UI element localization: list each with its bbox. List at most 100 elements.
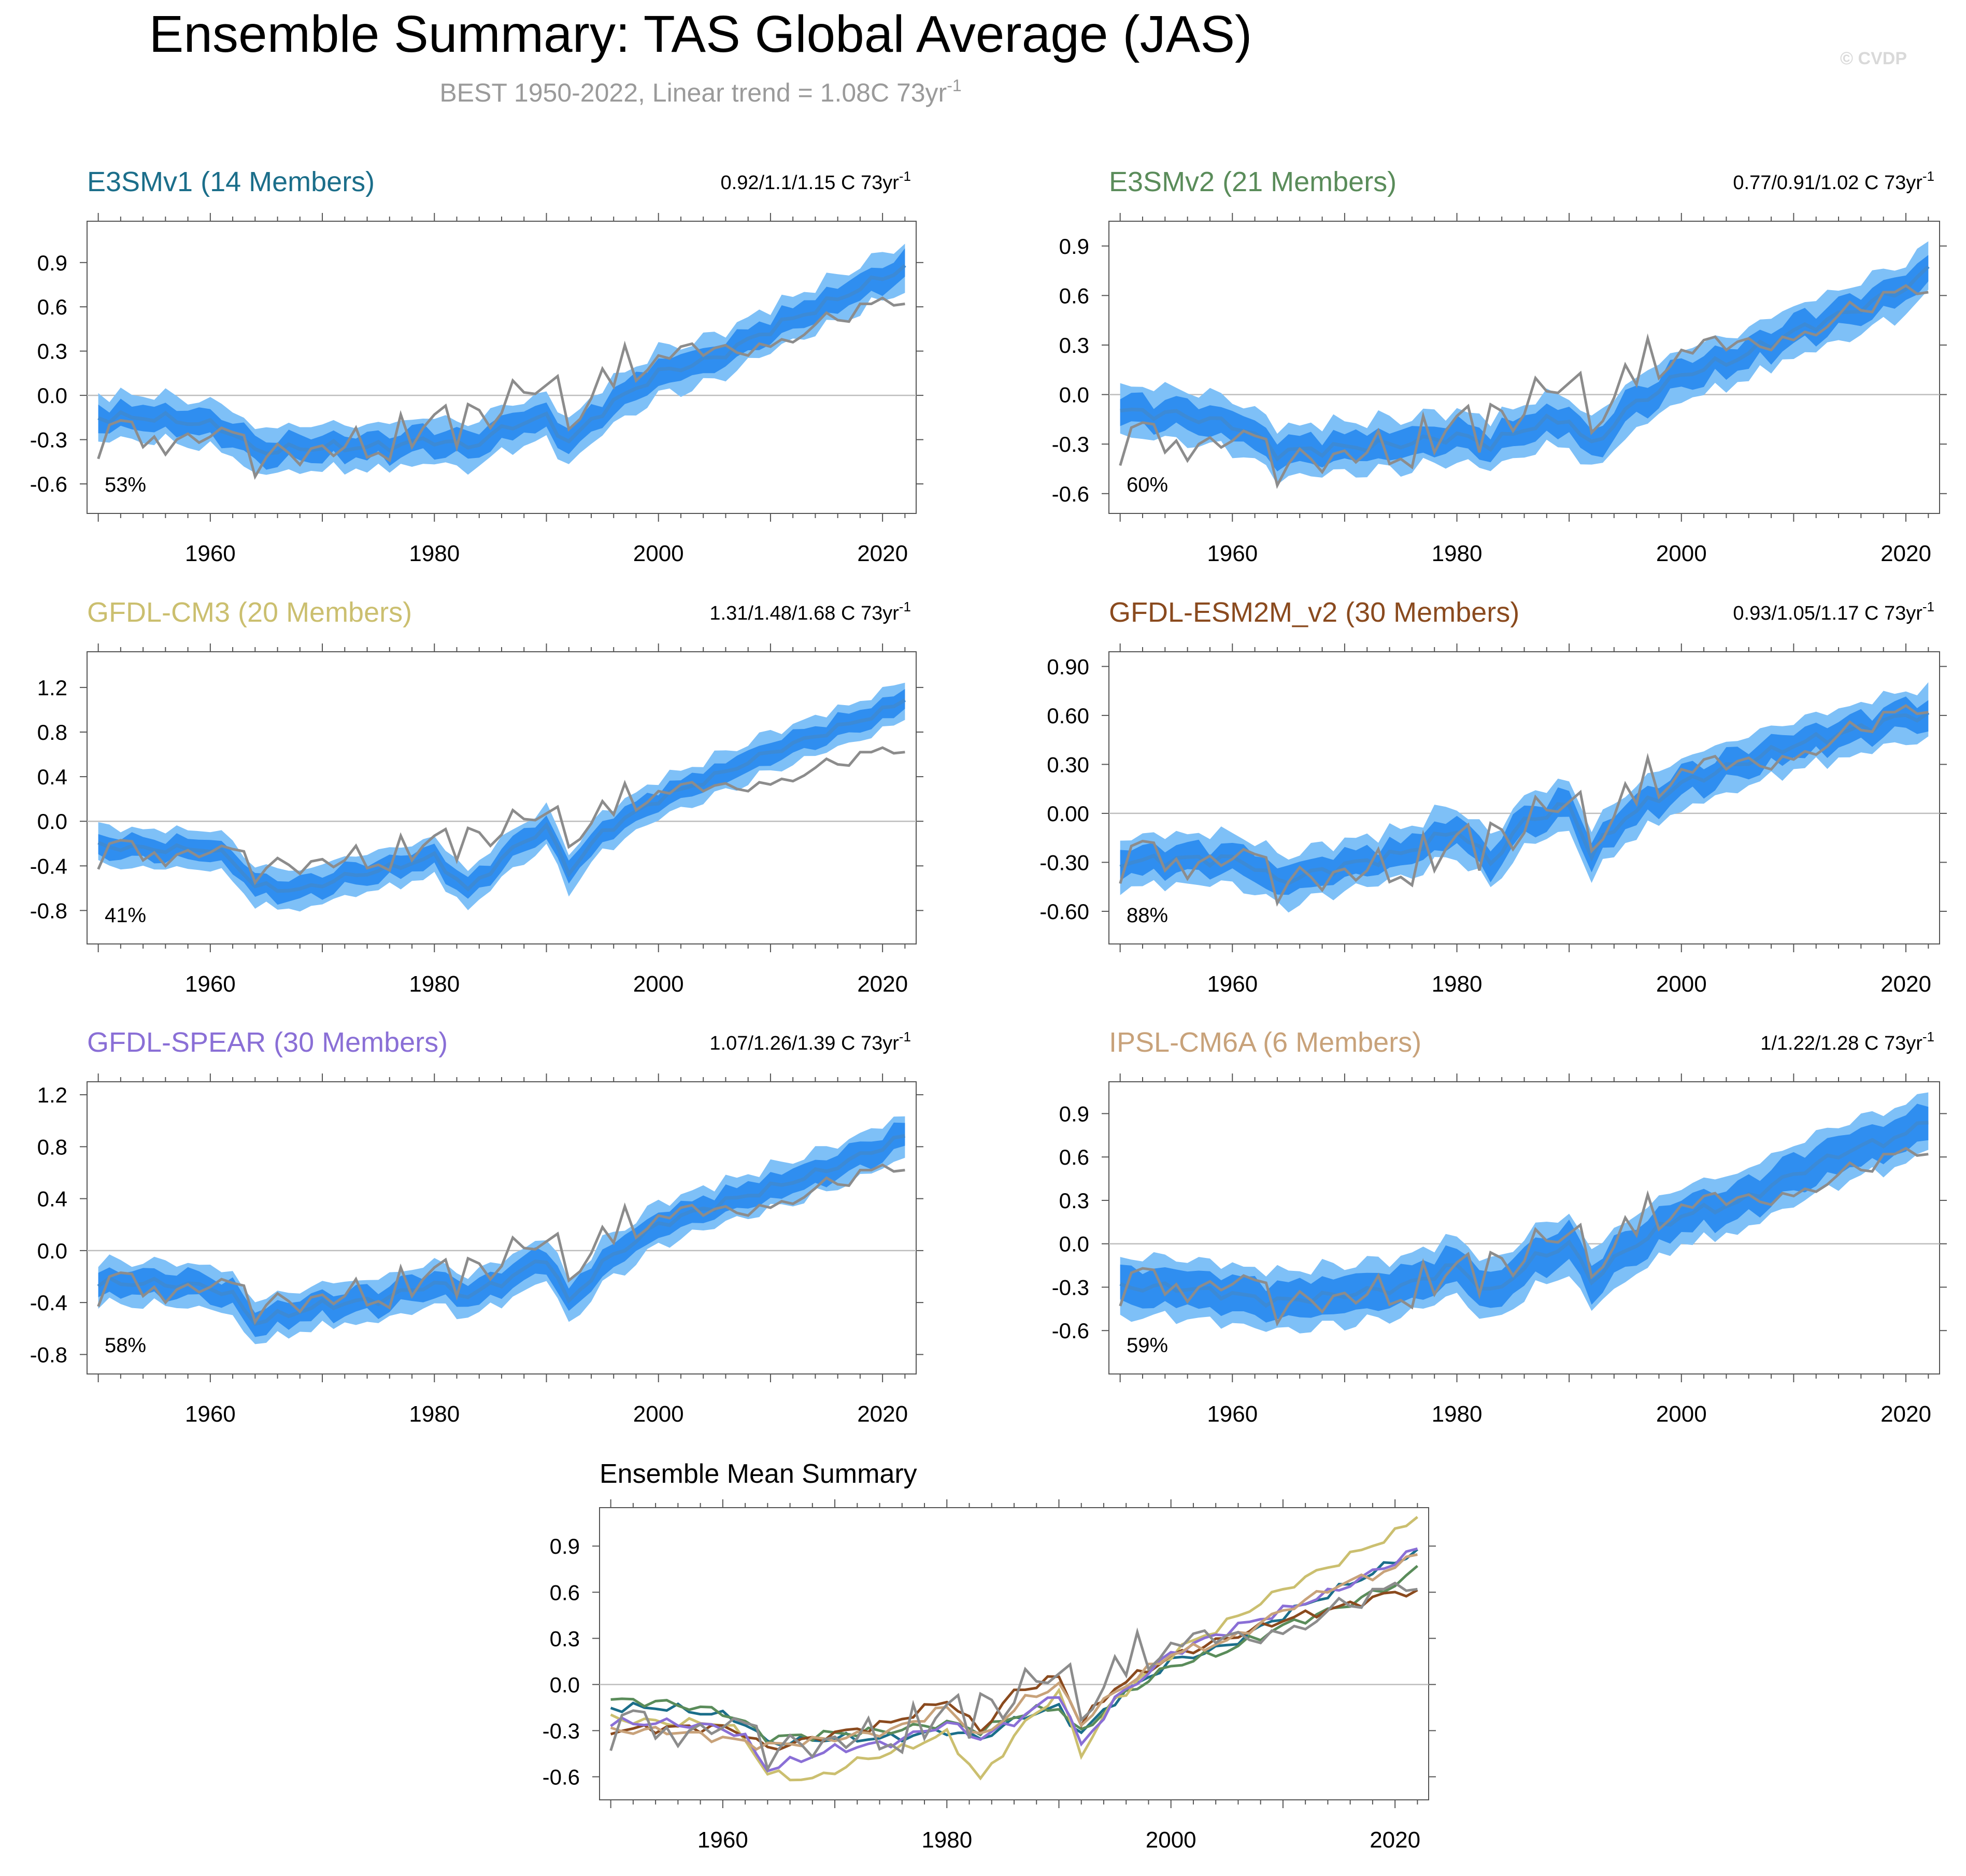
y-tick-label: 0.8	[37, 1135, 67, 1159]
x-tick-label: 1980	[921, 1827, 972, 1853]
x-tick-label: 2020	[857, 971, 908, 997]
spread-band-inner	[98, 1122, 905, 1337]
plot-frame	[87, 651, 917, 944]
x-tick-label: 2000	[1146, 1827, 1196, 1853]
trend-label: 1.07/1.26/1.39 C 73yr-1	[709, 1029, 911, 1054]
panel-title: GFDL-CM3 (20 Members)	[87, 597, 412, 628]
panel-title: GFDL-SPEAR (30 Members)	[87, 1027, 448, 1058]
ensemble-mean-line	[1119, 711, 1930, 885]
y-tick-label: 0.8	[37, 720, 67, 744]
spread-band-outer	[98, 682, 905, 912]
chart-panel-3: GFDL-CM3 (20 Members) 1.31/1.48/1.68 C 73…	[30, 597, 923, 997]
chart-panel-1: E3SMv1 (14 Members) 0.92/1.1/1.15 C 73yr-…	[30, 166, 923, 566]
y-tick-label: 0.0	[37, 383, 67, 408]
ensemble-mean-series-4	[610, 1588, 1418, 1751]
y-tick-label: 0.0	[37, 809, 67, 834]
percent-label: 41%	[105, 904, 146, 927]
panels-group: E3SMv1 (14 Members) 0.92/1.1/1.15 C 73yr-…	[30, 166, 1947, 1853]
y-tick-label: 0.3	[1059, 333, 1089, 357]
percent-label: 60%	[1127, 474, 1168, 496]
trend-label: 1.31/1.48/1.68 C 73yr-1	[709, 599, 911, 624]
x-tick-label: 1980	[409, 971, 460, 997]
x-tick-label: 1980	[409, 1401, 460, 1427]
observations-line	[1119, 704, 1929, 907]
x-tick-label: 2020	[1880, 541, 1931, 566]
y-tick-label: 0.6	[37, 295, 67, 319]
y-tick-label: 0.4	[37, 1187, 67, 1211]
x-tick-label: 2000	[633, 541, 684, 566]
y-tick-label: 0.6	[550, 1580, 580, 1605]
y-tick-label: 0.0	[1059, 383, 1089, 407]
observations-line	[97, 1163, 905, 1325]
x-tick-label: 2000	[1656, 1401, 1707, 1427]
spread-band-outer	[1120, 682, 1929, 913]
trend-label-superscript: -1	[899, 599, 911, 614]
x-tick-label: 1960	[185, 1401, 236, 1427]
y-tick-label: 0.00	[1047, 801, 1089, 826]
y-tick-label: -0.60	[1039, 899, 1089, 924]
spread-band-outer	[1120, 1092, 1929, 1334]
spread-band-inner	[1120, 696, 1929, 895]
percent-label: 58%	[105, 1334, 146, 1357]
subtitle-superscript: -1	[947, 76, 961, 95]
y-tick-label: -0.8	[30, 1342, 67, 1367]
x-tick-label: 1980	[1432, 971, 1483, 997]
x-tick-label: 2020	[1370, 1827, 1420, 1853]
ensemble-mean-series-2	[610, 1565, 1419, 1745]
y-tick-label: 0.6	[1059, 1145, 1089, 1169]
ensemble-mean-line	[97, 698, 906, 893]
x-tick-label: 2000	[633, 971, 684, 997]
x-tick-label: 2020	[1880, 971, 1931, 997]
observations-line	[97, 296, 905, 480]
spread-band-inner	[98, 248, 905, 470]
plot-frame	[1108, 1081, 1940, 1374]
trend-label-superscript: -1	[899, 168, 911, 184]
observations-line	[1119, 1147, 1929, 1327]
ensemble-mean-series-6	[610, 1553, 1418, 1751]
observations-line	[97, 746, 905, 885]
y-tick-label: 0.3	[1059, 1188, 1089, 1213]
y-tick-label: 0.60	[1047, 704, 1089, 728]
plot-frame	[599, 1507, 1429, 1800]
x-tick-label: 1980	[409, 541, 460, 566]
trend-label-text: 0.93/1.05/1.17 C 73yr	[1733, 603, 1922, 624]
x-tick-label: 1960	[1207, 1401, 1258, 1427]
x-tick-label: 1980	[1432, 1401, 1483, 1427]
x-tick-label: 2000	[1656, 541, 1707, 566]
x-tick-label: 1960	[697, 1827, 748, 1853]
trend-label: 0.93/1.05/1.17 C 73yr-1	[1733, 599, 1934, 624]
x-tick-label: 2020	[857, 541, 908, 566]
y-tick-label: 0.0	[37, 1239, 67, 1263]
y-tick-label: 0.9	[550, 1534, 580, 1558]
spread-band-inner	[1120, 255, 1929, 471]
figure-title: Ensemble Summary: TAS Global Average (JA…	[149, 5, 1252, 63]
y-tick-label: -0.8	[30, 898, 67, 923]
percent-label: 59%	[1127, 1334, 1168, 1357]
chart-panel-2: E3SMv2 (21 Members) 0.77/0.91/1.02 C 73yr…	[1052, 166, 1947, 566]
y-tick-label: -0.3	[543, 1719, 580, 1743]
x-tick-label: 1980	[1432, 541, 1483, 566]
ensemble-mean-line	[97, 264, 906, 455]
panel-title: GFDL-ESM2M_v2 (30 Members)	[1109, 597, 1519, 628]
subtitle-text: BEST 1950-2022, Linear trend = 1.08C 73y…	[439, 78, 947, 107]
chart-panel-4: GFDL-ESM2M_v2 (30 Members) 0.93/1.05/1.17…	[1039, 597, 1947, 997]
cvdp-watermark: © CVDP	[1840, 49, 1907, 68]
y-tick-label: -0.4	[30, 1291, 67, 1315]
plot-frame	[1108, 221, 1940, 514]
ensemble-mean-series-5	[610, 1547, 1418, 1773]
y-tick-label: -0.6	[30, 472, 67, 496]
spread-band-outer	[1120, 241, 1929, 485]
y-tick-label: -0.30	[1039, 850, 1089, 875]
percent-label: 88%	[1127, 904, 1168, 927]
plot-frame	[87, 221, 917, 514]
x-tick-label: 1960	[185, 971, 236, 997]
ensemble-mean-line	[1120, 265, 1930, 462]
ensemble-mean-line	[1119, 1121, 1929, 1308]
y-tick-label: 0.9	[37, 251, 67, 275]
y-tick-label: 0.30	[1047, 752, 1089, 777]
observations-line	[1119, 284, 1929, 489]
panel-title: Ensemble Mean Summary	[600, 1459, 917, 1489]
trend-label-text: 1.07/1.26/1.39 C 73yr	[709, 1033, 899, 1054]
x-tick-label: 1960	[185, 541, 236, 566]
y-tick-label: 0.3	[37, 339, 67, 364]
